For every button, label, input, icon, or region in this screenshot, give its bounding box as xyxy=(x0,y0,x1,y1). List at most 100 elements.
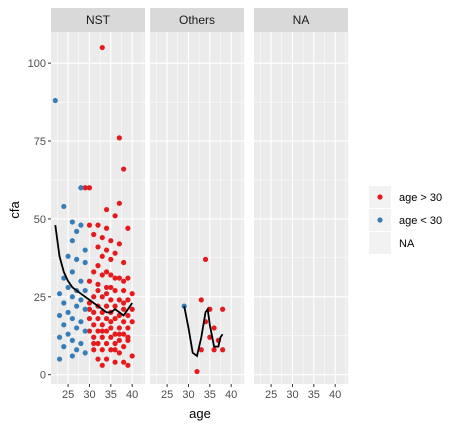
data-point xyxy=(78,340,84,347)
data-point xyxy=(103,340,110,347)
data-point xyxy=(108,319,114,325)
y-tick-label: 100 xyxy=(28,58,46,70)
legend-label: age > 30 xyxy=(399,192,442,204)
data-point xyxy=(108,272,114,278)
x-tick-label: 30 xyxy=(286,389,298,401)
panel-background xyxy=(150,32,244,384)
data-point xyxy=(65,309,71,315)
facet-panel-others: Others xyxy=(150,8,244,384)
data-point xyxy=(86,222,93,228)
data-point xyxy=(74,347,80,353)
data-point xyxy=(56,334,63,340)
data-point xyxy=(108,297,114,303)
data-point xyxy=(121,344,127,350)
data-point xyxy=(78,222,84,228)
panel-background xyxy=(254,32,348,384)
data-point xyxy=(103,269,110,275)
data-point xyxy=(108,334,114,340)
data-point xyxy=(202,256,209,262)
y-tick-label: 75 xyxy=(34,136,46,148)
data-point xyxy=(129,319,135,325)
data-point xyxy=(112,340,118,347)
panel-background xyxy=(51,32,145,384)
data-point xyxy=(103,284,110,291)
y-axis-title: cfa xyxy=(7,201,22,219)
data-point xyxy=(99,362,105,368)
data-point xyxy=(116,297,122,303)
data-point xyxy=(91,322,97,328)
data-point xyxy=(198,297,204,303)
data-point xyxy=(125,275,131,281)
data-point xyxy=(99,272,105,278)
facet-strip-label: NST xyxy=(86,13,111,27)
data-point xyxy=(121,278,127,284)
data-point xyxy=(116,337,122,343)
data-point xyxy=(112,303,118,309)
data-point xyxy=(61,300,67,306)
facet-panel-na: NA xyxy=(254,8,348,384)
data-point xyxy=(125,297,131,303)
data-point xyxy=(95,356,101,362)
x-tick-label: 35 xyxy=(105,389,117,401)
data-point xyxy=(121,319,127,325)
data-point xyxy=(82,185,88,191)
facet-strip xyxy=(254,8,348,32)
data-point xyxy=(82,306,88,312)
data-point xyxy=(112,315,118,322)
data-point xyxy=(91,340,97,347)
x-tick-label: 25 xyxy=(265,389,277,401)
data-point xyxy=(103,328,110,334)
data-point xyxy=(95,287,101,294)
data-point xyxy=(82,287,88,294)
facet-panels: NST Others NA xyxy=(51,8,348,384)
data-point xyxy=(82,259,88,266)
data-point xyxy=(82,328,88,334)
data-point xyxy=(116,135,122,141)
data-point xyxy=(129,306,135,312)
data-point xyxy=(121,166,127,172)
data-point xyxy=(95,263,101,269)
data-point xyxy=(112,213,118,219)
data-point xyxy=(91,231,97,238)
x-axis-title: age xyxy=(189,406,211,421)
facet-panel-nst: NST xyxy=(51,8,145,384)
facet-strip-label: Others xyxy=(179,13,215,27)
data-point xyxy=(74,325,80,331)
data-point xyxy=(95,244,101,250)
data-point xyxy=(69,337,75,343)
data-point xyxy=(121,287,127,294)
smooth-line xyxy=(54,224,133,317)
data-point xyxy=(220,347,226,353)
legend: age > 30 age < 30 NA xyxy=(369,186,442,254)
x-tick-label: 40 xyxy=(225,389,237,401)
data-point xyxy=(86,185,93,191)
data-point xyxy=(56,291,63,297)
data-point xyxy=(56,356,63,362)
y-tick-label: 0 xyxy=(40,370,46,382)
facet-strip-label: NA xyxy=(293,13,310,27)
x-tick-label: 40 xyxy=(329,389,341,401)
data-point xyxy=(91,269,97,275)
data-point xyxy=(125,325,131,331)
data-point xyxy=(65,253,71,259)
data-point xyxy=(211,347,217,353)
data-point xyxy=(220,306,226,312)
data-point xyxy=(108,238,114,244)
legend-key xyxy=(369,232,391,254)
data-point xyxy=(74,303,80,309)
data-point xyxy=(99,334,105,340)
data-point xyxy=(112,250,118,256)
data-point xyxy=(69,315,75,322)
data-point xyxy=(56,312,63,319)
legend-label: NA xyxy=(399,238,415,250)
data-point xyxy=(129,291,135,297)
data-point xyxy=(121,359,127,365)
y-axis: 0 25 50 75 100 xyxy=(28,58,51,382)
data-point xyxy=(116,331,122,337)
data-point xyxy=(103,225,110,231)
x-tick-label: 35 xyxy=(204,389,216,401)
data-point xyxy=(78,297,84,303)
data-point xyxy=(211,325,217,331)
data-point xyxy=(116,325,122,331)
data-point xyxy=(99,328,105,334)
